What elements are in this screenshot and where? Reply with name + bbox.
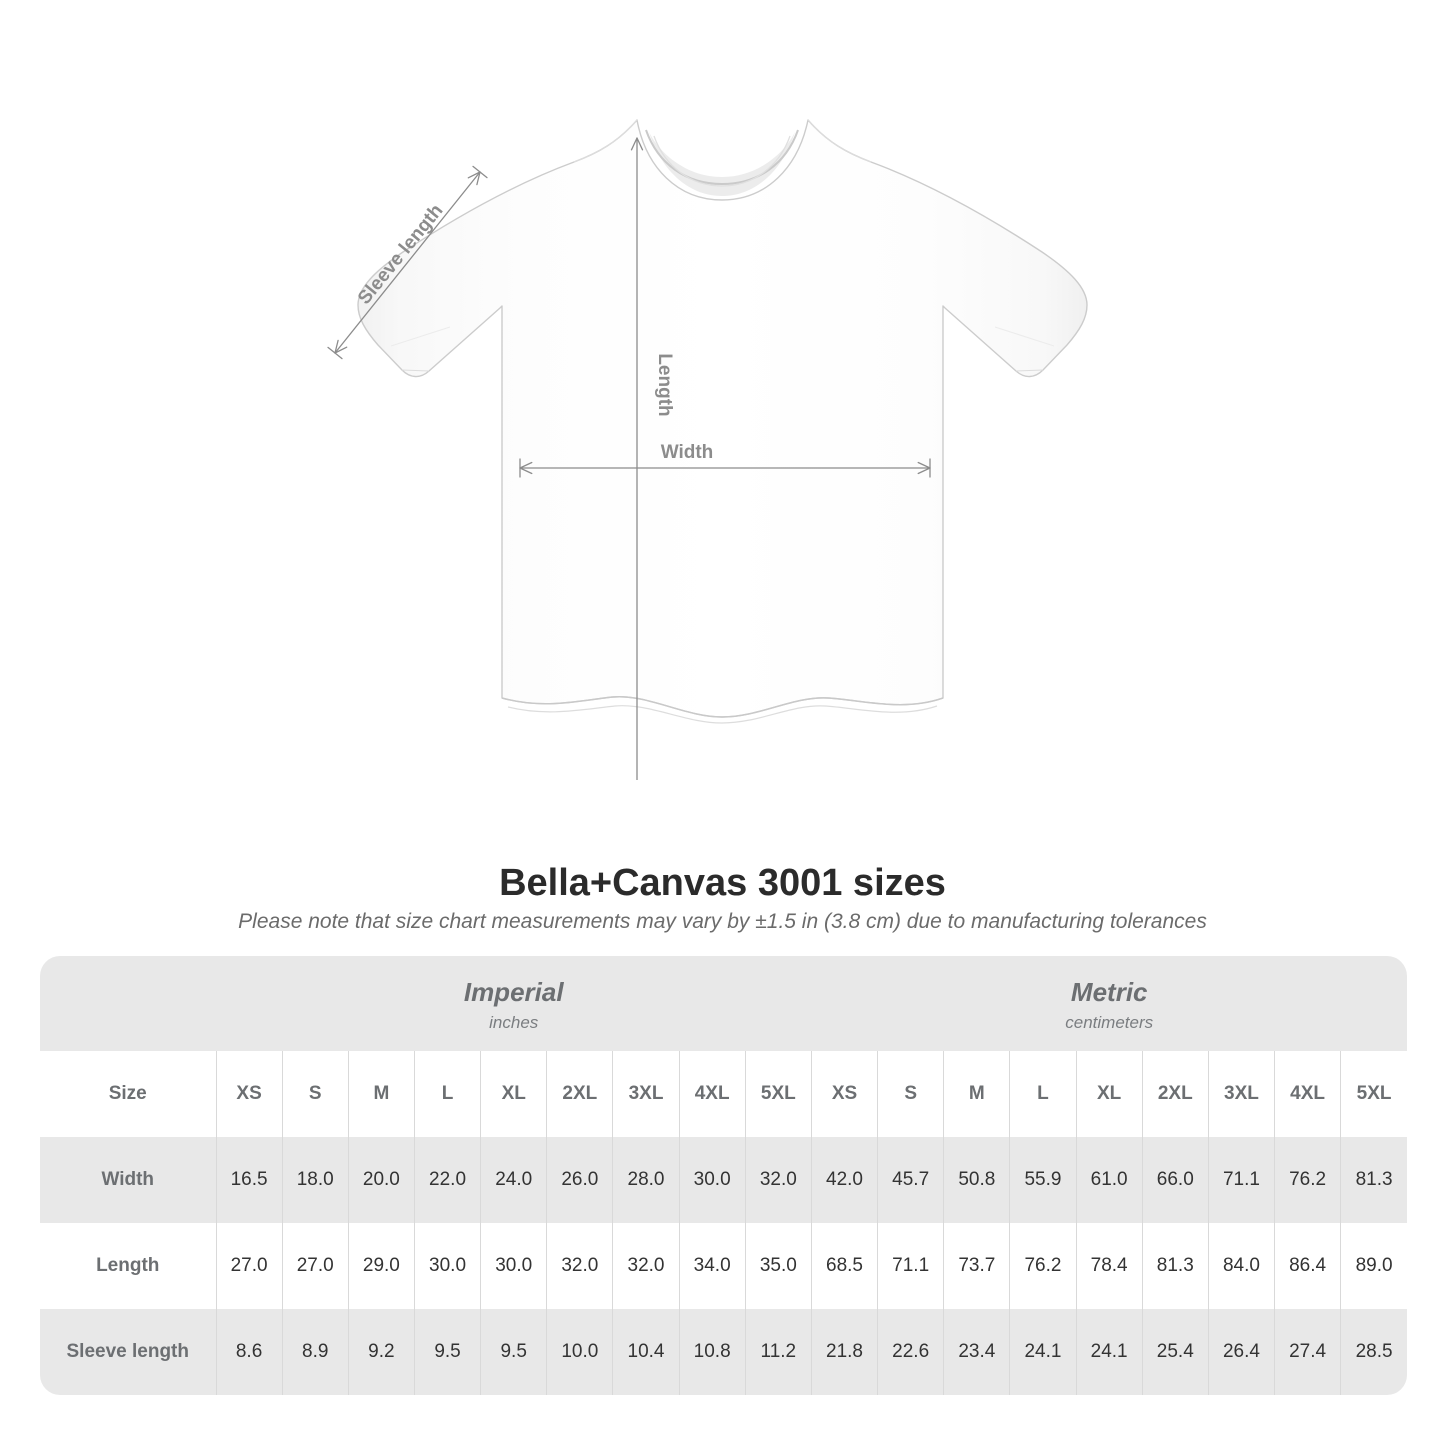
svg-text:Width: Width (661, 442, 714, 463)
svg-text:Length: Length (654, 353, 675, 416)
